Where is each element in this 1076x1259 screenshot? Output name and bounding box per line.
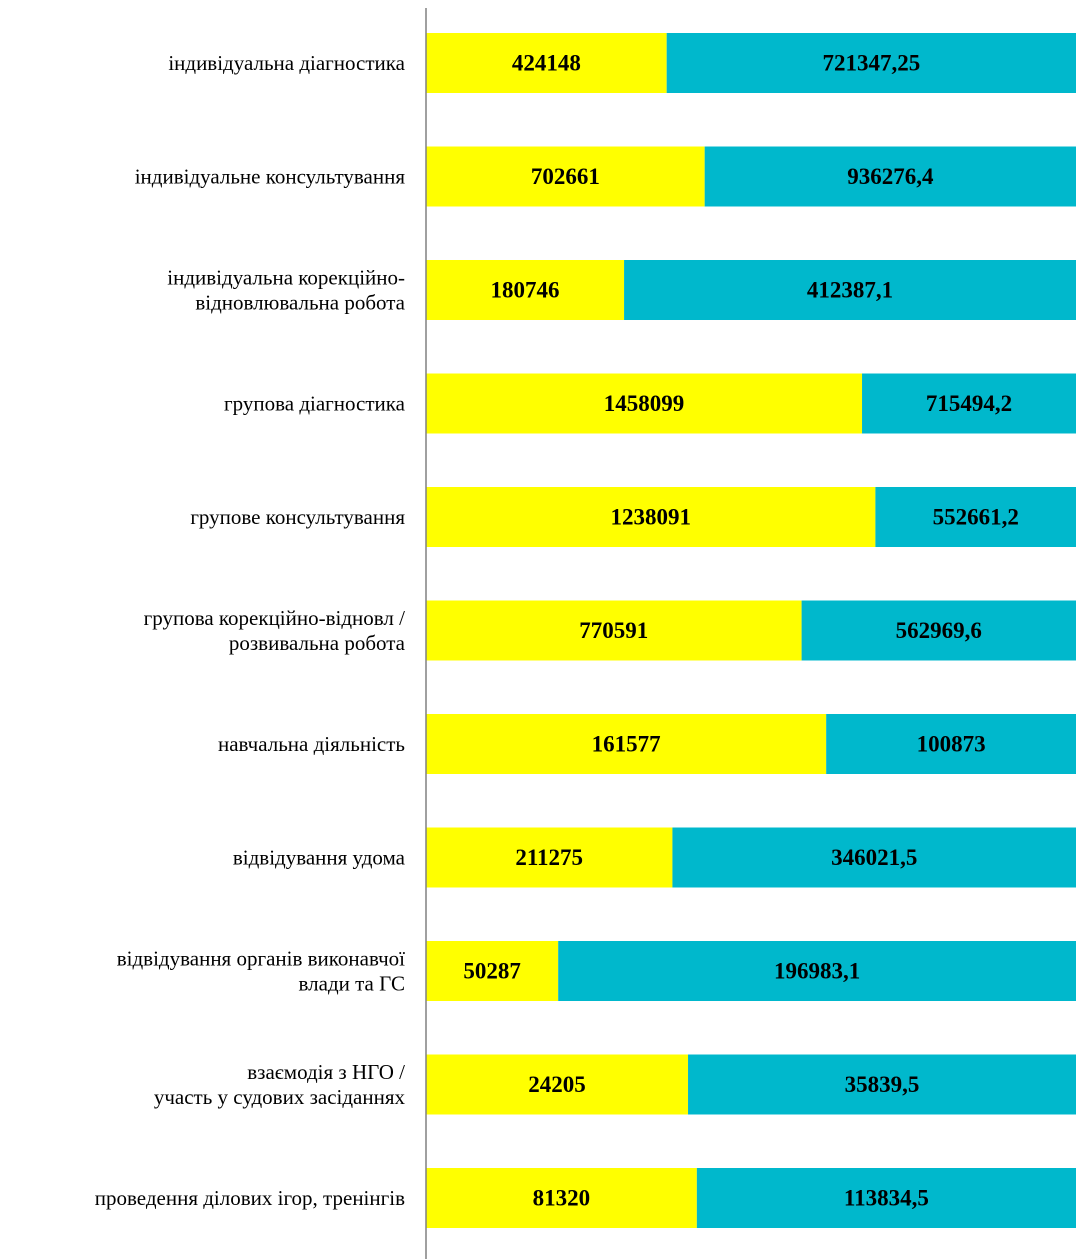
bar-segment <box>672 827 1076 888</box>
category-label: індивідуальна корекційно- <box>167 266 405 290</box>
bars-group <box>426 33 1076 1228</box>
data-label: 346021,5 <box>831 845 917 870</box>
data-label: 412387,1 <box>807 278 893 303</box>
data-label: 211275 <box>515 845 583 870</box>
bar-segment <box>801 600 1076 661</box>
bar-segment <box>666 33 1076 93</box>
data-label: 100873 <box>917 732 986 757</box>
bar-segment <box>426 827 673 888</box>
bar-segment <box>426 146 705 207</box>
bar-segment <box>426 487 876 547</box>
data-label: 770591 <box>579 618 648 643</box>
data-label: 552661,2 <box>933 505 1019 530</box>
bar-segment <box>862 373 1076 434</box>
category-label: взаємодія з НГО / <box>247 1060 405 1084</box>
category-label: відновлювальна робота <box>195 291 405 315</box>
bar-segment <box>426 714 827 774</box>
data-label: 562969,6 <box>896 618 982 643</box>
bar-segment <box>826 714 1076 774</box>
data-label: 35839,5 <box>845 1072 920 1097</box>
category-label: участь у судових засіданнях <box>154 1085 406 1109</box>
bar-segment <box>426 373 863 434</box>
data-label: 424148 <box>512 51 581 76</box>
bar-segment <box>426 33 667 93</box>
bar-segment <box>624 260 1076 320</box>
data-label: 24205 <box>528 1072 586 1097</box>
data-label: 81320 <box>533 1186 591 1211</box>
category-label: групова корекційно-відновл / <box>144 606 406 630</box>
data-label: 1458099 <box>604 391 685 416</box>
data-label: 702661 <box>531 164 600 189</box>
bar-segment <box>704 146 1076 207</box>
data-label: 196983,1 <box>774 959 860 984</box>
category-label: відвідування органів виконавчої <box>117 947 405 971</box>
bar-segment <box>426 600 802 661</box>
bar-segment <box>426 260 625 320</box>
bar-segment <box>696 1168 1076 1228</box>
category-label: відвідування удома <box>233 846 406 870</box>
data-label: 180746 <box>491 278 560 303</box>
data-label: 1238091 <box>610 505 691 530</box>
data-label: 50287 <box>463 959 521 984</box>
category-label: групове консультування <box>190 505 405 529</box>
bar-segment <box>426 1168 697 1228</box>
bar-segment <box>426 1054 689 1115</box>
category-label: проведення ділових ігор, тренінгів <box>95 1186 405 1210</box>
category-label: влади та ГС <box>299 972 406 996</box>
data-label: 936276,4 <box>847 164 934 189</box>
bar-segment <box>558 941 1076 1001</box>
data-label: 161577 <box>592 732 661 757</box>
data-label: 715494,2 <box>926 391 1012 416</box>
category-label: групова діагностика <box>224 392 406 416</box>
data-label: 721347,25 <box>822 51 920 76</box>
category-label: індивідуальне консультування <box>135 165 406 189</box>
data-labels-group: 424148 721347,25 702661 936276,4 180746 41238… <box>463 51 1018 1211</box>
data-label: 113834,5 <box>844 1186 929 1211</box>
category-label: навчальна діяльність <box>218 732 405 756</box>
bar-segment <box>688 1054 1076 1115</box>
bar-segment <box>875 487 1076 547</box>
category-label: розвивальна робота <box>229 631 406 655</box>
category-labels-group: індивідуальна діагностика індивідуальне к… <box>95 51 406 1210</box>
category-label: індивідуальна діагностика <box>168 51 405 75</box>
bar-segment <box>426 941 559 1001</box>
